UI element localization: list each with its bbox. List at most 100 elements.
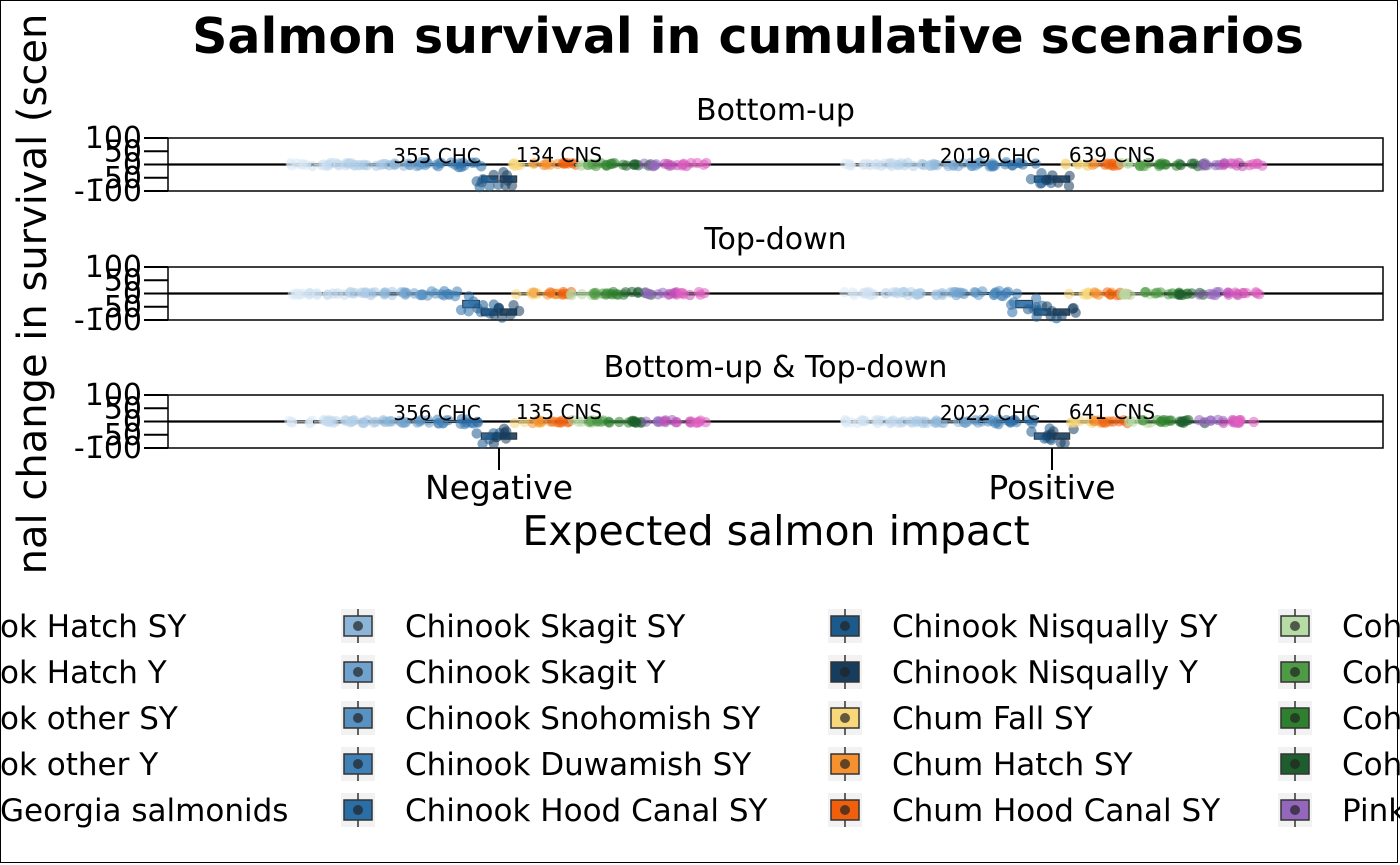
data-point bbox=[1211, 286, 1222, 298]
data-point bbox=[451, 286, 463, 297]
legend-key-point bbox=[353, 713, 363, 723]
legend-key-point bbox=[1290, 667, 1300, 677]
data-point bbox=[630, 159, 642, 170]
data-point bbox=[378, 415, 389, 426]
data-point bbox=[860, 415, 871, 427]
data-point bbox=[400, 417, 412, 428]
data-point bbox=[1194, 289, 1205, 300]
data-point bbox=[1189, 158, 1200, 169]
legend-key-point bbox=[1290, 805, 1300, 815]
data-point bbox=[463, 291, 475, 302]
data-point bbox=[678, 158, 689, 169]
panel-annotation: 641 CNS bbox=[1069, 400, 1155, 424]
x-tick-label-positive: Positive bbox=[988, 468, 1115, 507]
data-point bbox=[488, 309, 500, 320]
data-point bbox=[404, 159, 416, 171]
data-point bbox=[1060, 158, 1071, 169]
data-point bbox=[1022, 304, 1034, 315]
data-point bbox=[1030, 293, 1042, 304]
data-point bbox=[1099, 159, 1111, 170]
data-point bbox=[1031, 311, 1042, 322]
data-point bbox=[501, 426, 512, 437]
data-point bbox=[1230, 287, 1241, 298]
legend: ok Hatch SY ok Hatch Y ok other SY ok other… bbox=[0, 609, 1400, 829]
data-point bbox=[693, 416, 705, 428]
data-point bbox=[930, 417, 942, 429]
legend-label: Chinook Skagit SY bbox=[405, 609, 685, 645]
data-point bbox=[969, 287, 980, 298]
y-tick-label: 0 bbox=[123, 405, 142, 440]
data-point bbox=[455, 304, 467, 316]
legend-label: Chinook Snohomish SY bbox=[405, 701, 760, 737]
legend-item: ok other SY bbox=[0, 701, 178, 737]
x-axis-label: Expected salmon impact bbox=[522, 507, 1029, 555]
data-point bbox=[876, 160, 887, 171]
data-point bbox=[911, 288, 922, 300]
data-point bbox=[545, 287, 556, 298]
data-point bbox=[1008, 297, 1019, 308]
legend-key-point bbox=[840, 713, 850, 723]
data-point bbox=[384, 160, 395, 171]
data-point bbox=[678, 289, 690, 300]
panel-annotation: 135 CNS bbox=[516, 400, 602, 424]
legend-item: Coh bbox=[1278, 747, 1400, 783]
data-point bbox=[1199, 416, 1210, 428]
y-tick-label: 100 bbox=[85, 121, 142, 156]
data-point bbox=[1070, 417, 1081, 428]
data-point bbox=[415, 414, 427, 426]
legend-label: Chinook Nisqually SY bbox=[892, 609, 1218, 645]
legend-label: ok Hatch Y bbox=[0, 655, 167, 691]
y-tick-label: -50 bbox=[93, 290, 142, 325]
legend-label: Coh bbox=[1342, 747, 1400, 783]
legend-label: Chinook Hood Canal SY bbox=[405, 793, 767, 829]
legend-item: Chinook Duwamish SY bbox=[341, 747, 751, 783]
data-point bbox=[511, 288, 522, 300]
data-point bbox=[1005, 417, 1016, 428]
data-point bbox=[896, 417, 907, 428]
data-point bbox=[488, 438, 500, 449]
data-point bbox=[609, 158, 620, 169]
legend-label: Chinook Duwamish SY bbox=[405, 747, 751, 783]
data-point bbox=[1093, 289, 1104, 300]
y-tick-label: -50 bbox=[93, 161, 142, 196]
legend-label: Coh bbox=[1342, 609, 1400, 645]
data-point bbox=[519, 416, 530, 428]
data-point bbox=[322, 415, 333, 427]
data-point bbox=[1097, 416, 1109, 428]
data-point bbox=[433, 417, 444, 429]
data-point bbox=[1134, 160, 1146, 172]
data-point bbox=[847, 287, 859, 298]
data-point bbox=[1234, 415, 1245, 426]
data-point bbox=[1041, 301, 1053, 312]
data-point bbox=[1238, 287, 1249, 299]
data-point bbox=[1063, 180, 1075, 192]
panel-strip-label: Top-down bbox=[703, 222, 846, 257]
legend-key-point bbox=[353, 667, 363, 677]
data-point bbox=[529, 158, 540, 169]
data-point bbox=[576, 288, 588, 300]
legend-item: ok other Y bbox=[0, 747, 158, 783]
data-point bbox=[1045, 310, 1056, 322]
legend-key-point bbox=[353, 759, 363, 769]
legend-item: Chinook Skagit Y bbox=[341, 655, 666, 691]
legend-key-point bbox=[353, 621, 363, 631]
legend-item: Coh bbox=[1278, 701, 1400, 737]
legend-item: Chum Fall SY bbox=[828, 701, 1093, 737]
data-point bbox=[695, 289, 706, 300]
panel-annotation: 134 CNS bbox=[516, 143, 602, 167]
legend-item: ok Hatch SY bbox=[0, 609, 186, 645]
data-point bbox=[1002, 286, 1014, 298]
data-point bbox=[286, 417, 298, 428]
data-point bbox=[1174, 289, 1186, 300]
data-point bbox=[474, 181, 485, 193]
data-point bbox=[358, 417, 370, 429]
data-point bbox=[840, 158, 851, 170]
data-point bbox=[344, 416, 356, 428]
data-point bbox=[1025, 173, 1037, 185]
data-point bbox=[1030, 158, 1041, 169]
data-point bbox=[311, 288, 323, 299]
data-point bbox=[1056, 310, 1067, 322]
data-point bbox=[1067, 303, 1078, 314]
